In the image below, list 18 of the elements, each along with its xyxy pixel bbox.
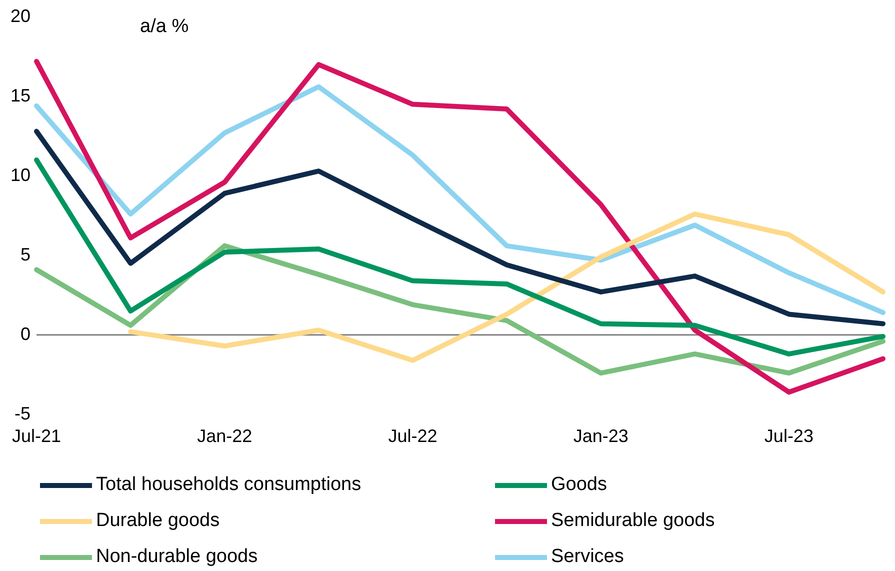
y-tick-label: 20	[10, 6, 31, 26]
legend-label: Total households consumptions	[96, 474, 362, 496]
legend-label: Semidurable goods	[551, 510, 715, 532]
legend-label: Goods	[551, 474, 607, 496]
x-tick-label: Jul-22	[388, 426, 438, 446]
legend-label: Services	[551, 546, 624, 568]
legend-label: Non-durable goods	[96, 546, 258, 568]
x-tick-label: Jul-21	[12, 426, 62, 446]
x-tick-label: Jan-23	[573, 426, 628, 446]
legend-label: Durable goods	[96, 510, 220, 532]
y-tick-label: 10	[10, 164, 31, 185]
annotation: a/a %	[140, 16, 189, 38]
x-tick-label: Jan-22	[197, 426, 252, 446]
x-tick-label: Jul-23	[764, 426, 814, 446]
y-tick-label: 5	[20, 244, 31, 264]
y-tick-label: 15	[10, 85, 31, 106]
y-tick-label: -5	[14, 403, 31, 424]
y-tick-label: 0	[20, 324, 31, 344]
